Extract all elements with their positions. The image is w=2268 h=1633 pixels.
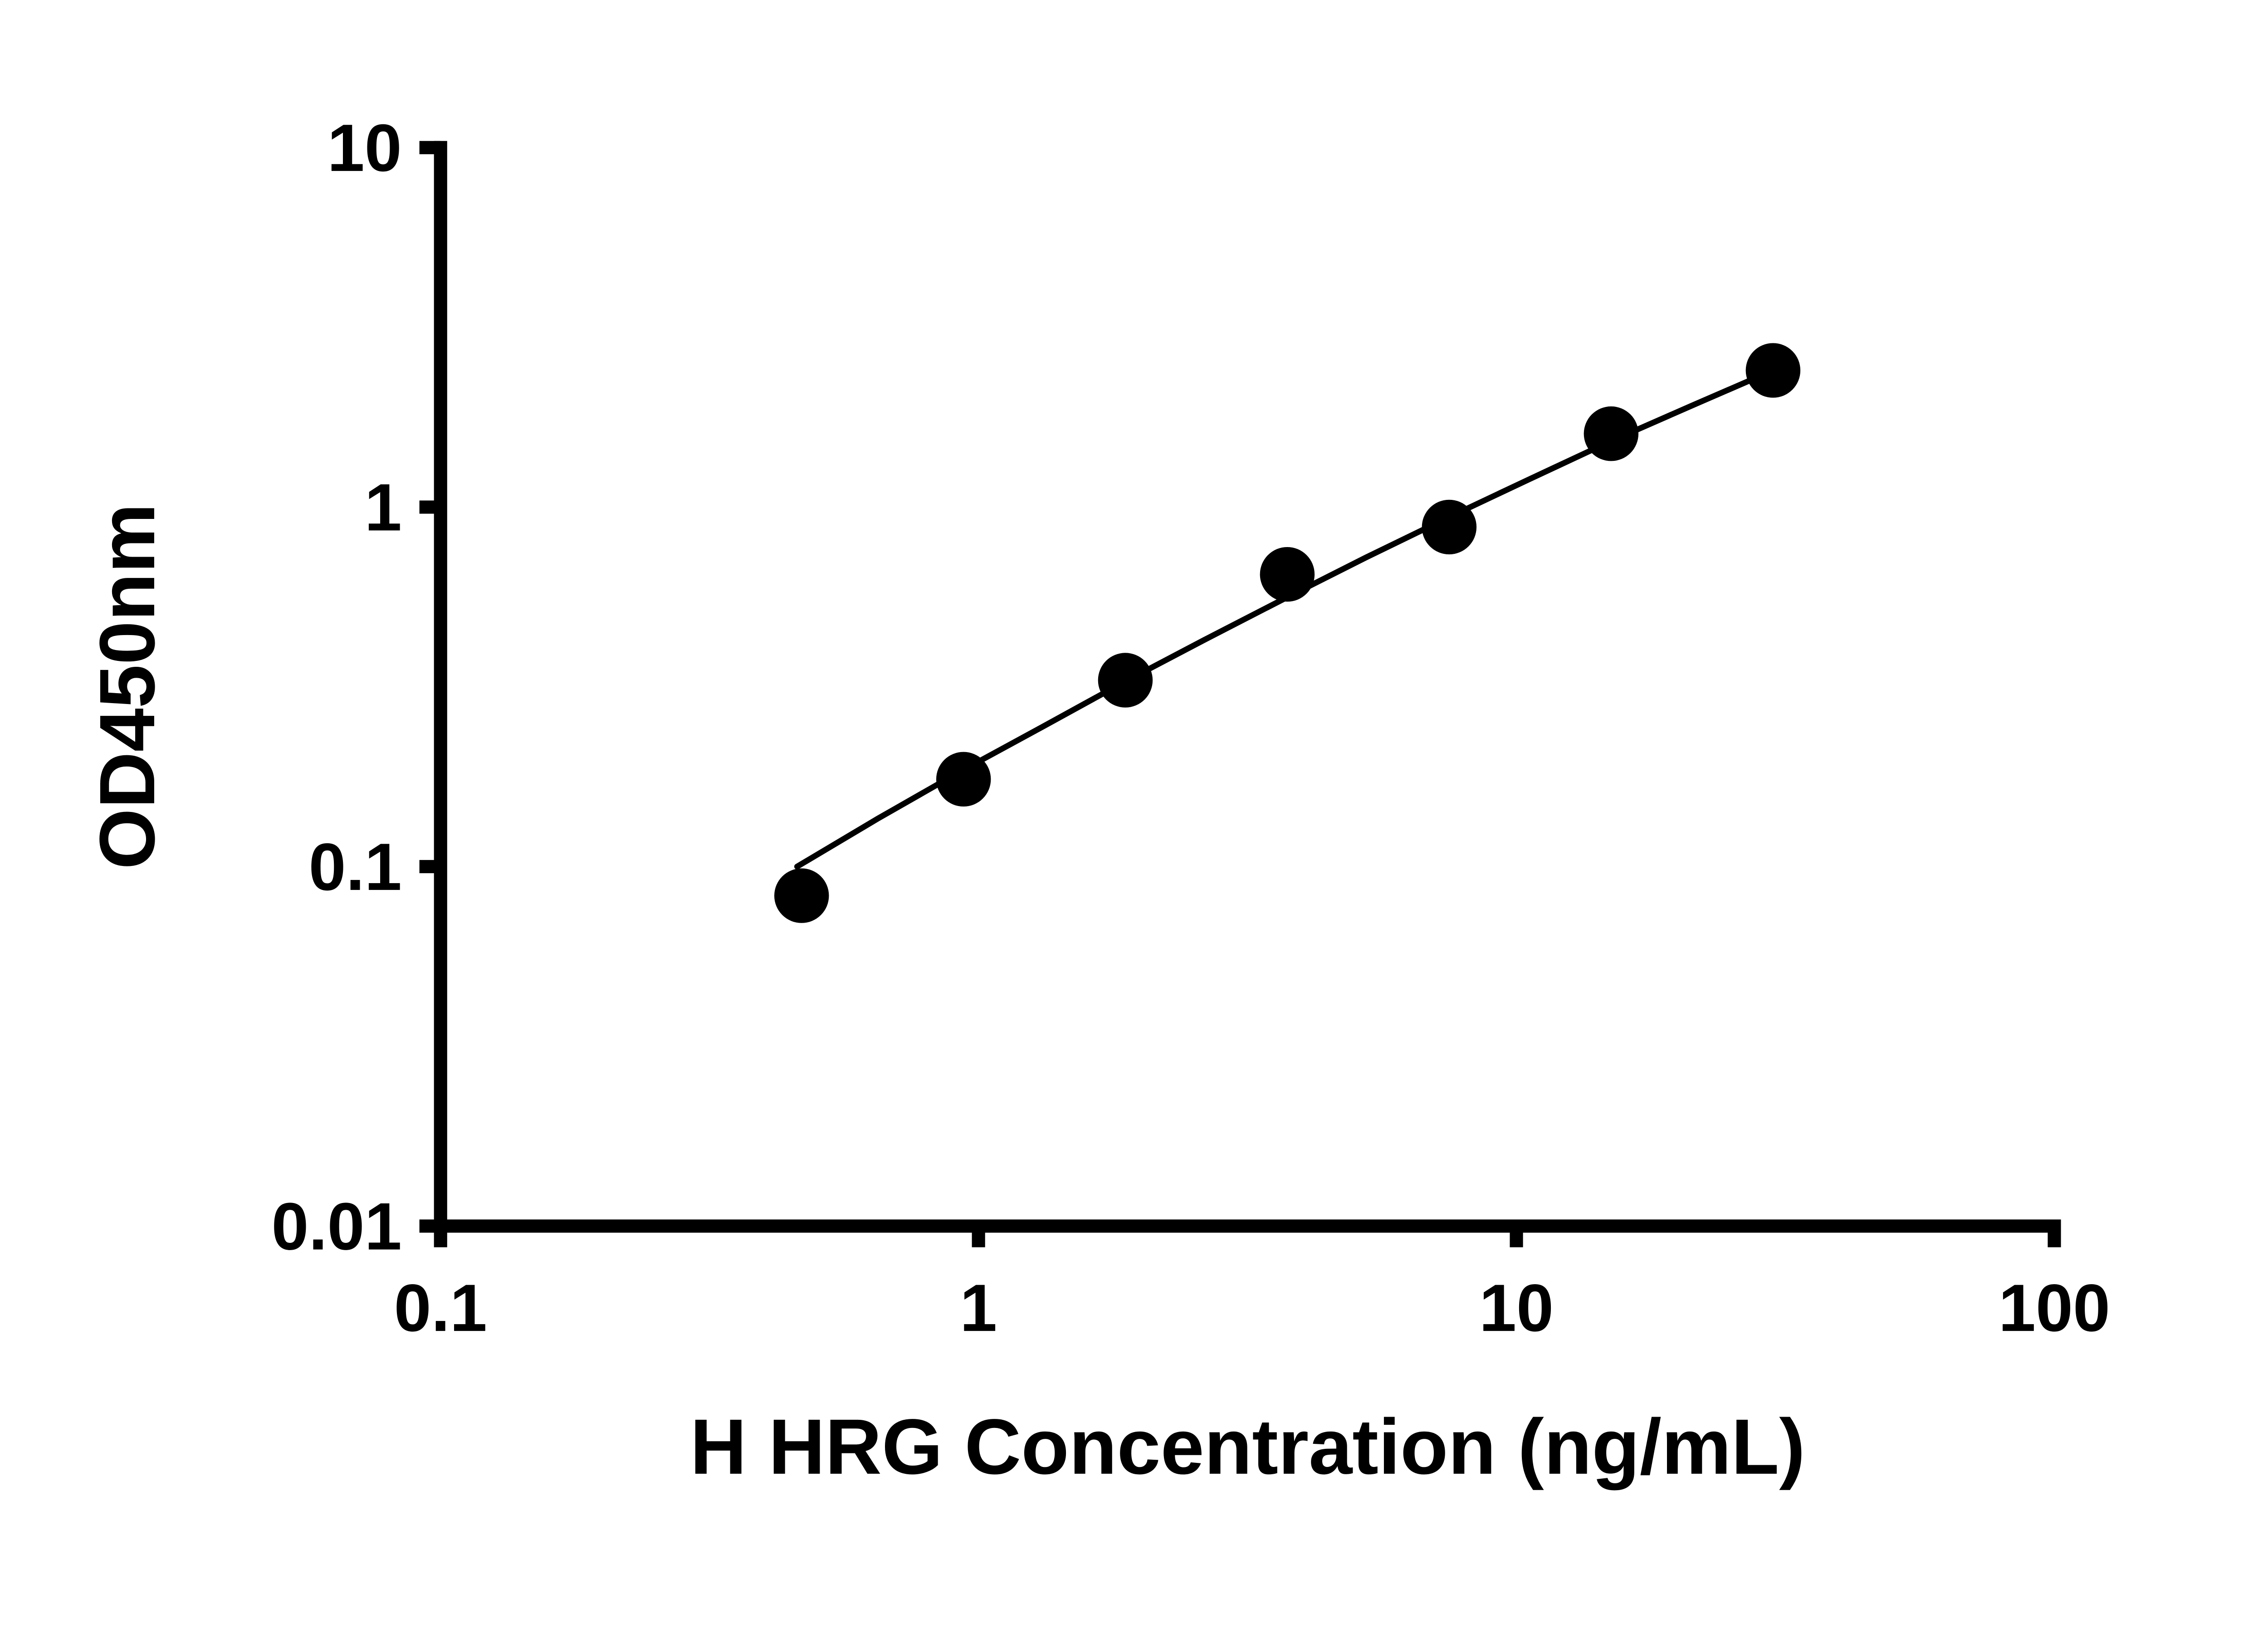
x-axis-title: H HRG Concentration (ng/mL) (690, 1403, 1805, 1491)
data-point-marker (1745, 343, 1801, 398)
axes-spines (434, 141, 2061, 1233)
data-point-marker (1098, 653, 1153, 708)
plot-canvas: H HRG Concentration (ng/mL) OD450nm 0.1 1… (83, 110, 2111, 1491)
elisa-standard-curve-chart: H HRG Concentration (ng/mL) OD450nm 0.1 1… (83, 110, 2111, 1491)
data-point-marker (1584, 406, 1639, 461)
data-point-marker (936, 752, 991, 807)
data-point-marker (1422, 499, 1477, 555)
x-axis-tick-label: 0.1 (394, 1271, 487, 1345)
data-point-marker (774, 868, 829, 923)
y-axis-title: OD450nm (83, 504, 171, 870)
y-axis-tick-label: 0.01 (271, 1189, 401, 1264)
x-axis-tick-label: 10 (1479, 1271, 1554, 1345)
y-axis-tick-label: 10 (327, 111, 402, 186)
x-axis-tick-label: 1 (960, 1271, 997, 1345)
x-axis-tick-label: 100 (1999, 1271, 2110, 1345)
data-point-marker (1260, 547, 1315, 602)
y-axis-tick-label: 0.1 (309, 830, 402, 905)
y-axis-tick-label: 1 (365, 470, 402, 545)
